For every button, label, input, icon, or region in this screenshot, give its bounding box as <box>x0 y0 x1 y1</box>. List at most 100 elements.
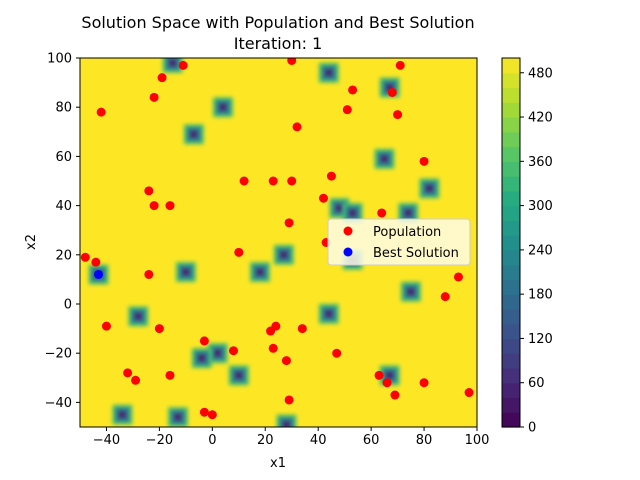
population-point <box>382 378 392 388</box>
y-axis-label: x2 <box>24 234 39 250</box>
population-point <box>165 370 175 380</box>
colorbar-band <box>502 102 520 118</box>
local-minimum <box>191 348 212 369</box>
population-point <box>144 269 154 279</box>
colorbar-ticks: 0 60 120 180 240 300 360 420 480 <box>520 66 553 436</box>
colorbar-band <box>502 235 520 251</box>
population-point <box>268 343 278 353</box>
colorbar-band <box>502 190 520 207</box>
colorbar-tick-label: 420 <box>528 111 553 126</box>
population-point <box>123 368 133 378</box>
population-point <box>342 105 352 115</box>
population-point <box>318 193 328 203</box>
y-axis-ticks: −40 −20 0 20 40 60 80 100 <box>45 52 80 411</box>
local-minimum <box>379 365 400 386</box>
population-point <box>440 292 450 302</box>
y-tick-label: −20 <box>45 347 72 362</box>
population-point <box>348 85 358 95</box>
colorbar-band <box>502 249 520 266</box>
colorbar-frame <box>501 57 521 428</box>
colorbar-tick-label: 60 <box>528 376 545 391</box>
colorbar-tick-label: 360 <box>528 155 553 170</box>
x-tick-label: −20 <box>146 433 173 448</box>
local-minimum <box>228 365 249 386</box>
colorbar-band <box>502 397 520 413</box>
colorbar-band <box>502 205 520 221</box>
population-point <box>292 122 302 132</box>
local-minimum <box>249 262 270 283</box>
colorbar-band <box>502 279 520 295</box>
population-point <box>393 110 403 120</box>
colorbar-band <box>502 146 520 162</box>
population-point <box>154 324 164 334</box>
population-point <box>91 257 101 267</box>
population-point <box>199 407 209 417</box>
legend-marker-population <box>343 226 353 236</box>
population-point <box>271 321 281 331</box>
population-point <box>131 375 141 385</box>
x-tick-label: −40 <box>93 433 120 448</box>
population-point <box>234 247 244 257</box>
population-point <box>377 208 387 218</box>
local-minimum <box>175 262 196 283</box>
colorbar-tick-label: 120 <box>528 332 553 347</box>
x-tick-label: 40 <box>310 433 327 448</box>
plot-frame <box>79 57 478 428</box>
y-tick-label: 20 <box>55 248 72 263</box>
colorbar-band <box>502 264 520 280</box>
population-point <box>149 92 159 102</box>
colorbar-band <box>502 382 520 399</box>
population-point <box>419 156 429 166</box>
colorbar-band <box>502 72 520 89</box>
population-point <box>395 60 405 70</box>
colorbar-band <box>502 353 520 369</box>
population-point <box>284 218 294 228</box>
minima-layer <box>88 58 440 427</box>
colorbar-tick-label: 480 <box>528 66 553 81</box>
colorbar-band <box>502 117 520 133</box>
population-point <box>464 388 474 398</box>
population-point <box>287 176 297 186</box>
population-point <box>281 356 291 366</box>
x-tick-label: 80 <box>416 433 433 448</box>
colorbar-band <box>502 58 520 74</box>
colorbar-band <box>502 338 520 354</box>
local-minimum <box>419 178 440 199</box>
colorbar-band <box>502 294 520 310</box>
colorbar-tick-label: 240 <box>528 243 553 258</box>
colorbar-band <box>502 131 520 148</box>
best-solution-point <box>94 269 104 279</box>
colorbar: 0 60 120 180 240 300 360 420 480 <box>501 57 553 436</box>
local-minimum <box>318 62 339 83</box>
population-point <box>284 395 294 405</box>
local-minimum <box>318 303 339 324</box>
local-minimum <box>273 244 294 265</box>
local-minimum <box>374 148 395 169</box>
colorbar-tick-label: 0 <box>528 421 536 436</box>
population-point <box>144 186 154 196</box>
y-tick-label: 40 <box>55 199 72 214</box>
legend[interactable]: Population Best Solution <box>327 218 471 266</box>
population-point <box>149 201 159 211</box>
population-point <box>178 60 188 70</box>
chart-title: Solution Space with Population and Best … <box>81 13 474 32</box>
local-minimum <box>112 404 133 425</box>
x-tick-label: 100 <box>465 433 490 448</box>
local-minimum <box>212 97 233 118</box>
local-minimum <box>167 407 188 427</box>
population-point <box>80 252 90 262</box>
population-point <box>419 378 429 388</box>
population-point <box>326 171 336 181</box>
y-tick-label: −40 <box>45 396 72 411</box>
population-point <box>453 272 463 282</box>
points-layer <box>80 58 474 420</box>
local-minimum <box>183 124 204 145</box>
population-point <box>165 201 175 211</box>
population-point <box>157 73 167 83</box>
colorbar-band <box>502 308 520 325</box>
population-point <box>101 321 111 331</box>
x-tick-label: 60 <box>363 433 380 448</box>
population-point <box>332 348 342 358</box>
population-point <box>297 324 307 334</box>
